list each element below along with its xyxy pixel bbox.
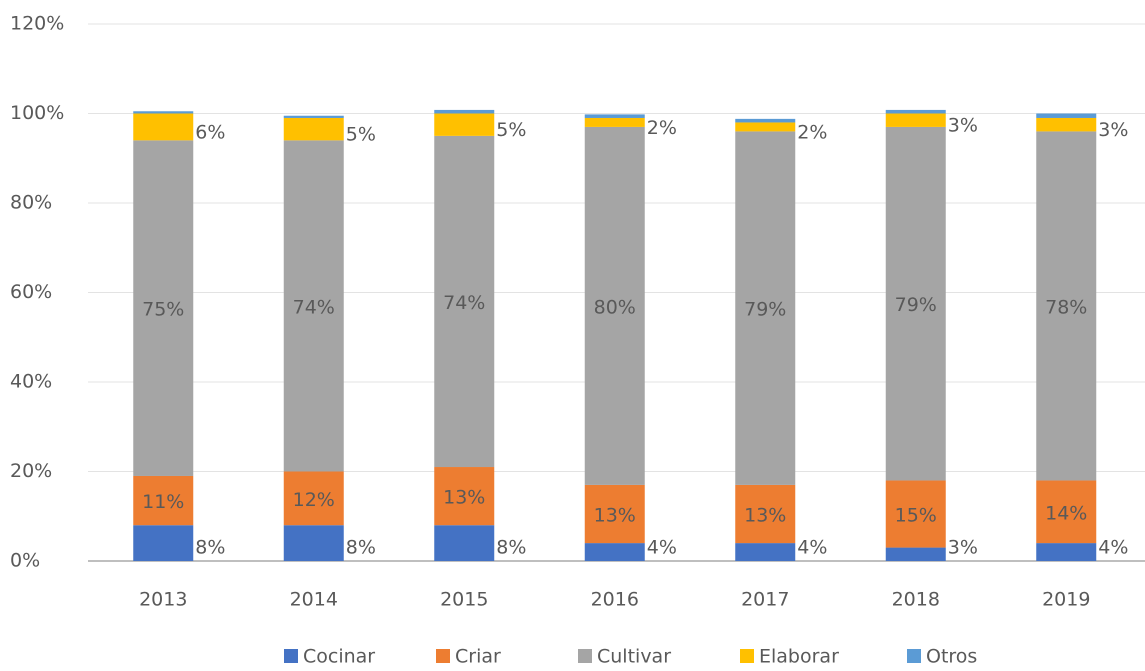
legend-label: Criar [455,646,501,668]
bar-segment [283,471,344,526]
x-tick-label: 2019 [1042,589,1090,611]
data-label: 4% [647,537,677,559]
data-label: 79% [895,294,937,316]
bar-segment [735,122,796,132]
bar-segment [584,126,645,485]
data-label: 75% [142,299,184,321]
bar-segment [885,547,946,561]
y-tick-label: 100% [10,102,64,124]
data-label: 3% [948,115,978,137]
bar-segment [283,140,344,472]
legend-swatch [436,649,450,663]
bar-segment [1036,117,1097,132]
data-label: 11% [142,491,184,513]
bar-segment [283,115,344,118]
legend-label: Elaborar [759,646,839,668]
bar-segment [584,543,645,561]
bar-segment [1036,543,1097,561]
data-label: 8% [346,537,376,559]
y-tick-label: 0% [10,550,40,572]
data-label: 78% [1045,296,1087,318]
data-label: 2% [647,117,677,139]
data-label: 15% [895,505,937,527]
bar-segment [885,126,946,481]
bar-segment [584,114,645,118]
data-label: 3% [1098,119,1128,141]
bar-segment [885,480,946,548]
data-label: 6% [195,121,225,143]
data-label: 13% [744,505,786,527]
bar-segment [283,117,344,141]
bar-segment [1036,480,1097,544]
data-label: 3% [948,537,978,559]
bar-segment [885,109,946,114]
y-tick-label: 80% [10,192,52,214]
bar-segment [133,140,194,476]
legend-swatch [740,649,754,663]
legend-label: Cocinar [303,646,375,668]
data-label: 74% [443,292,485,314]
bar-segment [434,135,495,468]
data-label: 74% [293,296,335,318]
data-label: 4% [1098,537,1128,559]
bar-segment [133,111,194,114]
bar-segment [133,525,194,561]
data-label: 4% [797,537,827,559]
x-tick-label: 2015 [440,589,488,611]
data-label: 14% [1045,502,1087,524]
bar-segment [1036,131,1097,481]
y-tick-label: 20% [10,460,52,482]
bar-segment [1036,113,1097,118]
bar-segment [735,131,796,485]
data-label: 8% [496,537,526,559]
bar-segment [584,484,645,544]
x-tick-label: 2013 [139,589,187,611]
y-tick-label: 120% [10,13,64,35]
bar-segment [584,117,645,127]
legend-label: Otros [926,646,977,668]
bar-segment [133,113,194,141]
legend-swatch [284,649,298,663]
data-label: 13% [594,505,636,527]
bar-segment [735,118,796,123]
bar-segment [434,467,495,526]
bar-segment [434,113,495,136]
bar-segment [434,525,495,561]
bar-segment [885,113,946,127]
x-tick-label: 2017 [741,589,789,611]
bar-segment [133,475,194,526]
data-label: 12% [293,489,335,511]
data-label: 5% [496,119,526,141]
bar-segment [735,543,796,561]
legend-swatch [578,649,592,663]
y-tick-label: 40% [10,371,52,393]
bar-segment [434,109,495,114]
x-tick-label: 2018 [892,589,940,611]
legend-swatch [907,649,921,663]
data-label: 5% [346,124,376,146]
y-tick-label: 60% [10,281,52,303]
data-label: 2% [797,121,827,143]
bar-segment [735,484,796,544]
bar-segment [283,525,344,561]
x-tick-label: 2014 [290,589,338,611]
data-label: 8% [195,537,225,559]
data-label: 13% [443,487,485,509]
data-label: 80% [594,296,636,318]
data-label: 79% [744,299,786,321]
legend-label: Cultivar [597,646,671,668]
x-tick-label: 2016 [591,589,639,611]
